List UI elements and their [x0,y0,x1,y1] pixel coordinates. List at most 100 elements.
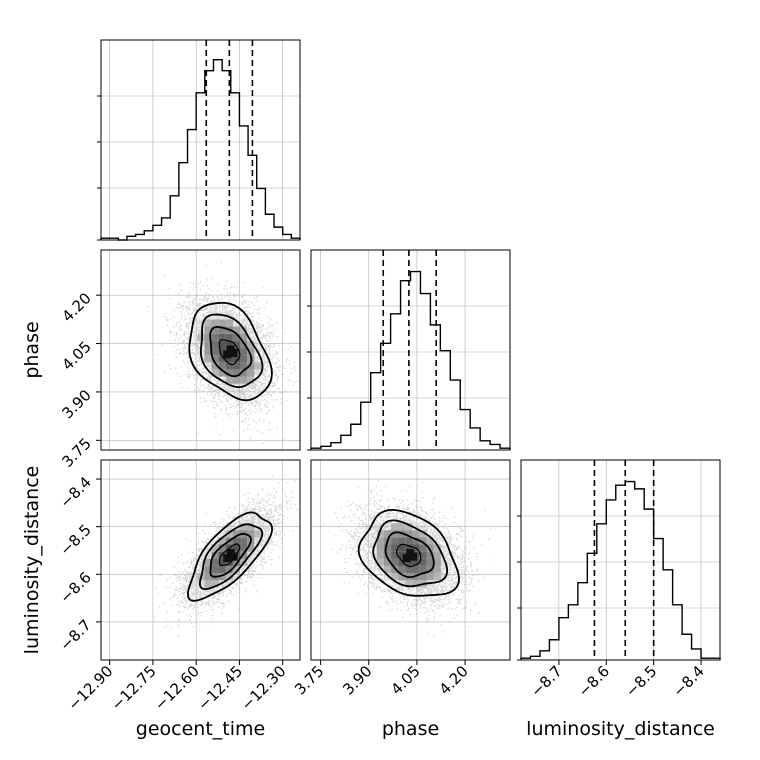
axes-layer [96,39,721,665]
density-cell [232,362,240,370]
density-cell [211,348,219,356]
density-cell [247,369,255,377]
y-axis-label-luminosity_distance: luminosity_distance [21,466,43,655]
density-cell [398,573,406,581]
density-cell [419,537,427,545]
density-cell [204,580,212,588]
density-cell [218,537,226,545]
histogram-phase [310,270,511,450]
density-cell [204,573,212,581]
density-cell [232,544,240,552]
density-cell [204,326,212,334]
density-cell [419,566,427,574]
density-cell [419,558,427,566]
density-cell [232,558,240,566]
density-cell [218,573,226,581]
density-cell [384,530,392,538]
density-cell [376,530,384,538]
density-cell [391,523,399,531]
density-cell [225,376,233,384]
x-axis-label-luminosity_distance: luminosity_distance [526,718,715,740]
density-cell [433,573,441,581]
density-cell [240,333,248,341]
density-cell [398,566,406,574]
x-tick-label: −8.7 [527,662,565,700]
density-cell [419,544,427,552]
density-cell [240,523,248,531]
density-cell [419,551,427,559]
contour-line [396,543,422,568]
density-cell [240,355,248,363]
y-axis-label-phase: phase [21,321,43,378]
density-cell [426,558,434,566]
density-cell [211,544,219,552]
labels-layer: −12.90−12.75−12.60−12.45−12.30 geocent_ti… [21,289,715,740]
density-cell [391,558,399,566]
density-cell [211,326,219,334]
density-cell [405,530,413,538]
y-tick-label: 4.05 [58,338,94,374]
density-cell [384,551,392,559]
density-cell [232,530,240,538]
density-cell [412,580,420,588]
contour-line [200,313,264,389]
density-cell [405,558,413,566]
density-cell [204,340,212,348]
density-cell [232,369,240,377]
density-cell [240,369,248,377]
density-cell [391,530,399,538]
x-tick-label: −12.45 [194,662,246,714]
lines-layer [100,40,721,660]
density-cell [204,355,212,363]
density-cell [211,566,219,574]
density-cell [225,566,233,574]
density-cell [384,566,392,574]
density-cell [412,530,420,538]
density-cell [240,348,248,356]
density-cell [376,558,384,566]
panel-frame [310,249,511,451]
contour-line [188,302,273,402]
panel-frame [520,459,721,661]
density-cell [232,340,240,348]
y-tick-label: 4.20 [58,289,94,325]
density-cell [197,333,205,341]
y-tick-label: −8.6 [56,568,94,606]
density-cell [254,530,262,538]
x-tick-label: 4.20 [436,662,472,698]
density-peak [402,554,411,563]
density-cell [433,566,441,574]
density-cell [204,333,212,341]
panel-frame [100,39,301,241]
x-axis-label-geocent_time: geocent_time [136,718,265,740]
density-cell [412,537,420,545]
density-cell [384,544,392,552]
density-cell [405,544,413,552]
density-cell [426,544,434,552]
density-cell [247,348,255,356]
contour-line [209,325,253,378]
histogram-luminosity_distance [520,480,721,660]
density-cell [211,580,219,588]
x-tick-label: 3.75 [291,662,327,698]
density-cell [384,558,392,566]
x-tick-label: 3.90 [339,662,375,698]
density-cell [211,362,219,370]
density-cell [433,558,441,566]
x-axis-label-phase: phase [382,718,439,740]
density-peak [229,552,238,561]
density-cell [232,537,240,545]
density-cell [240,537,248,545]
x-tick-label: −8.4 [669,662,707,700]
panel-frame [310,459,511,661]
y-tick-label: −8.7 [56,616,94,654]
panel-frame [100,249,301,451]
density-cell [376,537,384,545]
density-cell [254,362,262,370]
density-cell [391,537,399,545]
density-cell [398,523,406,531]
density-peak [229,349,238,358]
density-cell [247,530,255,538]
density-cell [218,340,226,348]
